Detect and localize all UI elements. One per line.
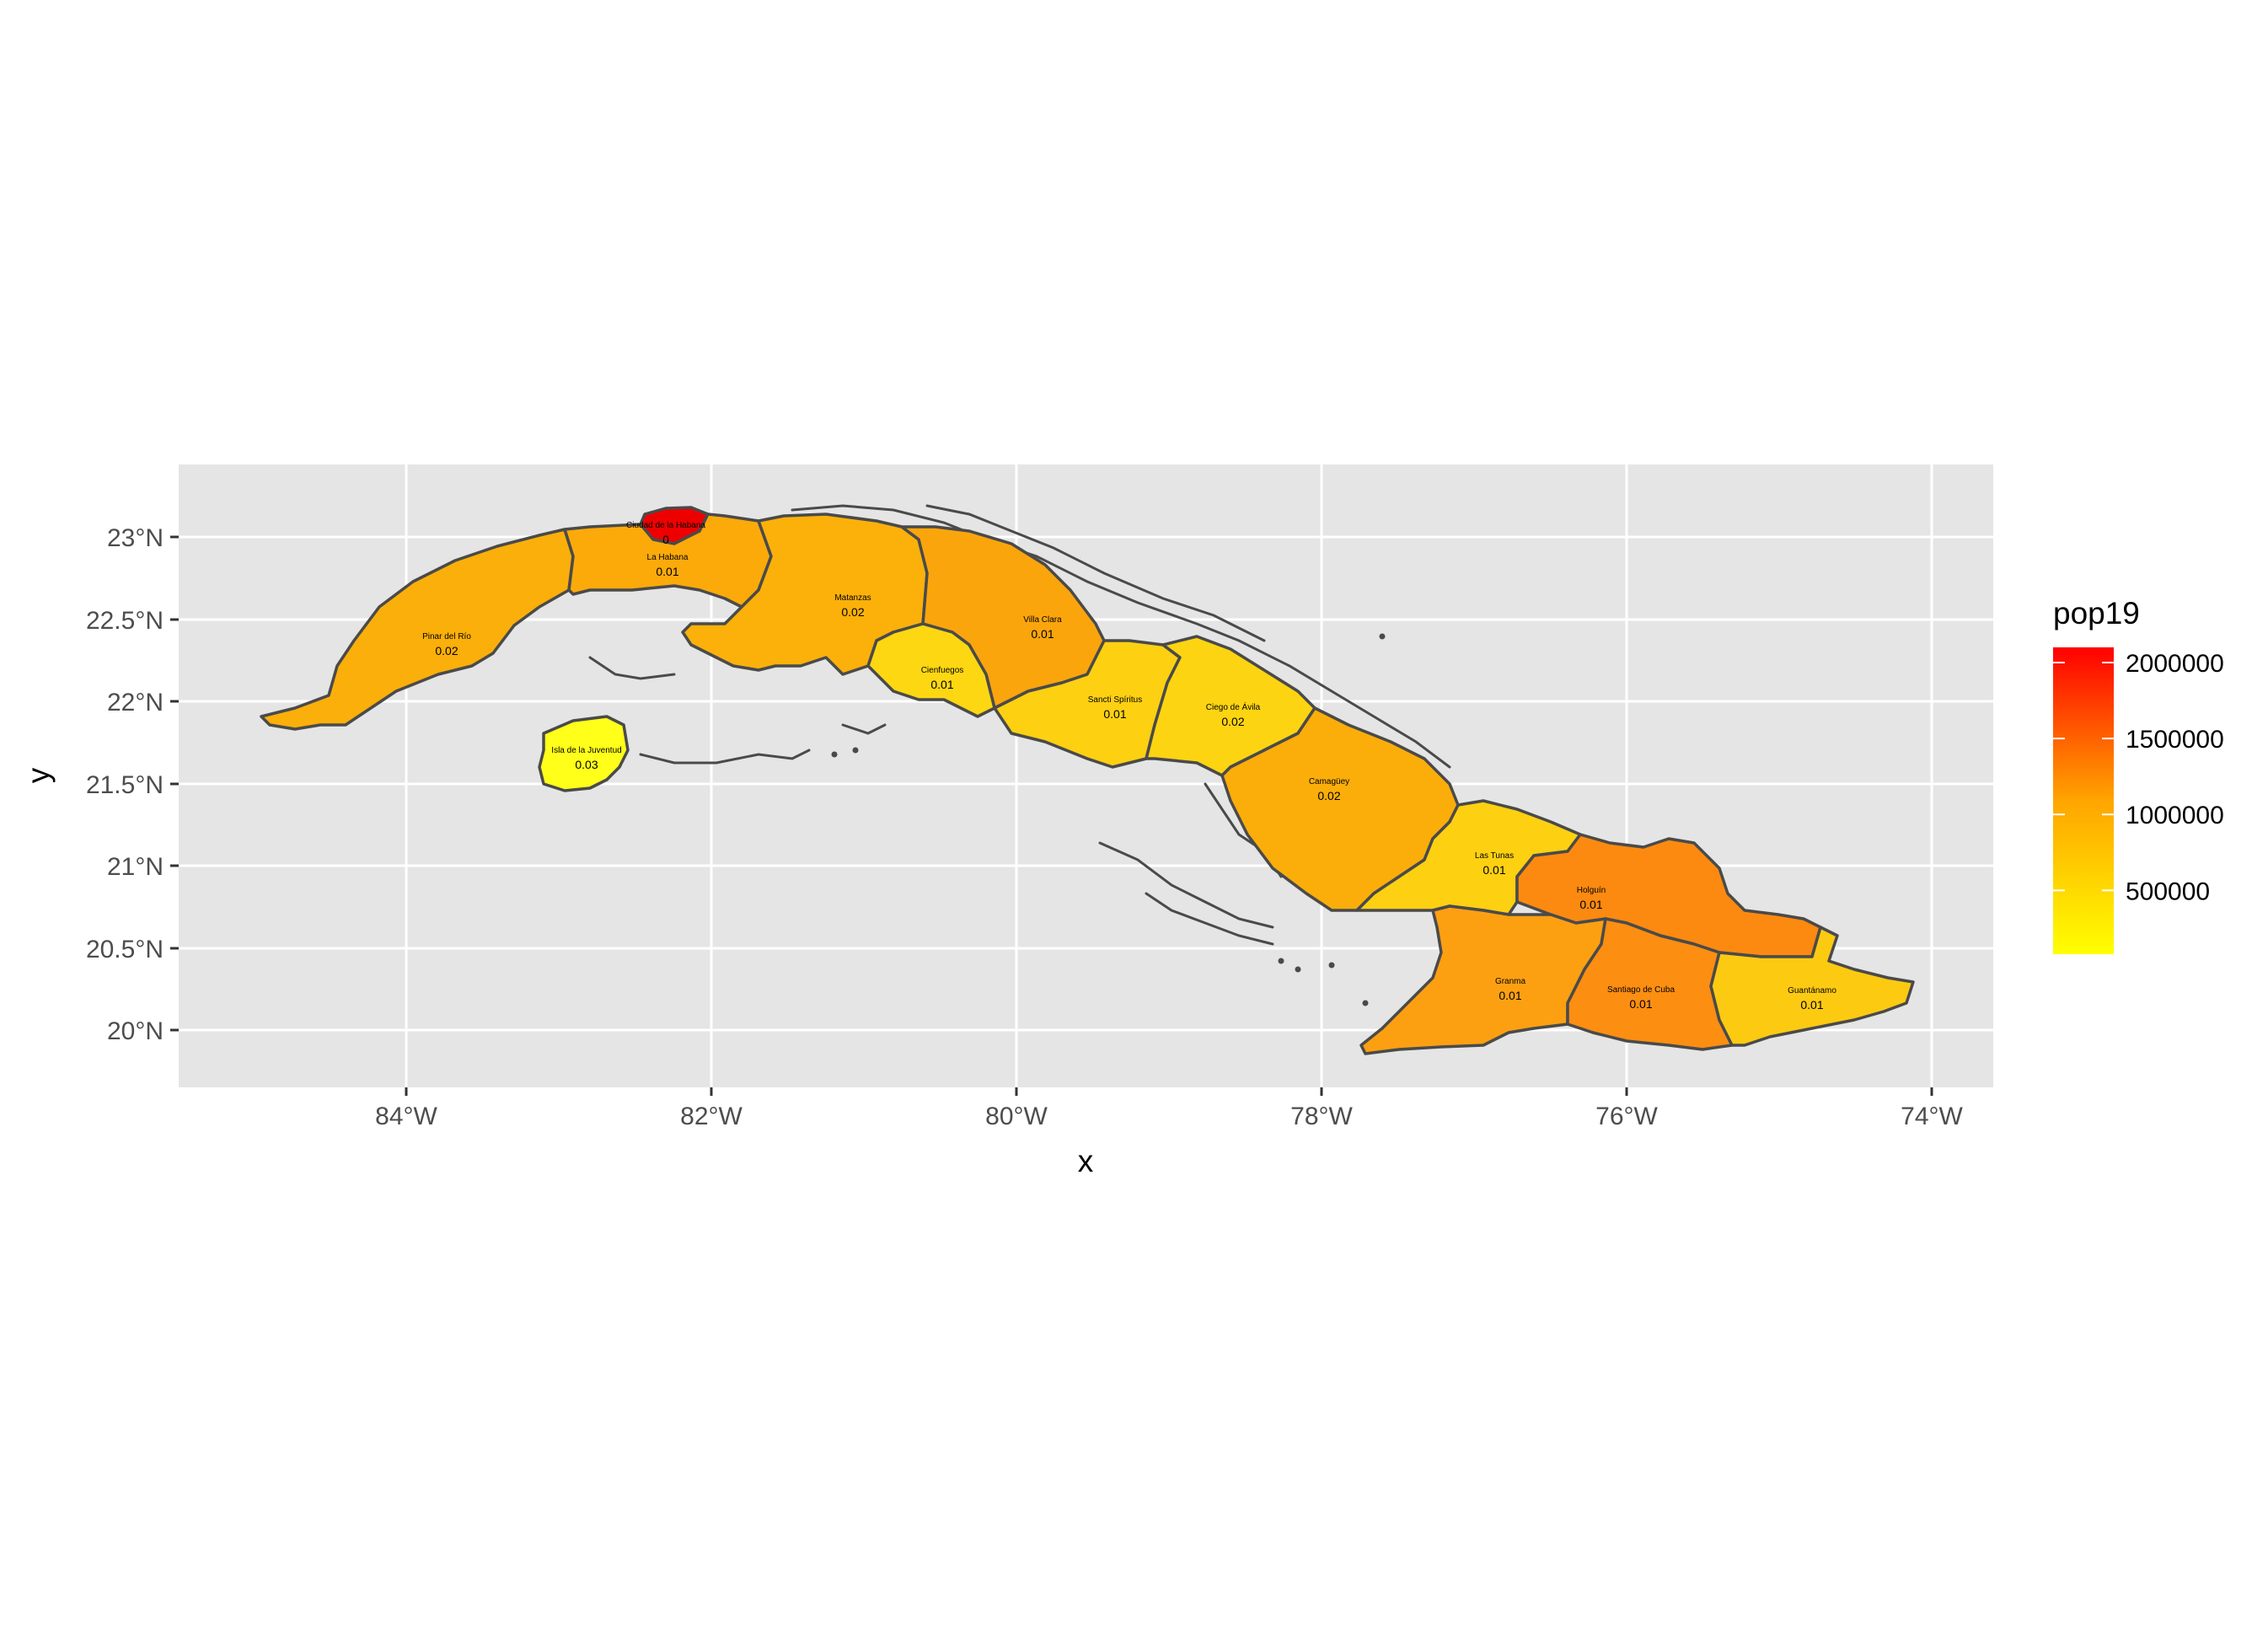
x-tick-label: 74°W	[1901, 1103, 1963, 1130]
province-granma[interactable]	[1359, 904, 1607, 1055]
x-tick-label: 82°W	[680, 1103, 743, 1130]
x-tick-label: 80°W	[985, 1103, 1048, 1130]
y-tick-label: 23°N	[107, 524, 164, 552]
region-name-label-sancti-spiritus: Sancti Spíritus	[1088, 695, 1142, 705]
x-tick-labels: 84°W 82°W 80°W 78°W 76°W 74°W	[375, 1103, 1963, 1130]
legend-title: pop19	[2053, 596, 2140, 631]
region-value-label-matanzas: 0.02	[841, 605, 864, 619]
region-value-label-sancti-spiritus: 0.01	[1103, 707, 1126, 721]
region-name-label-villa-clara: Villa Clara	[1023, 615, 1062, 625]
legend-tick-label: 1500000	[2126, 726, 2224, 754]
province-santiago-de-cuba[interactable]	[1566, 917, 1734, 1051]
cays-north-2	[925, 504, 1266, 642]
region-name-label-las-tunas: Las Tunas	[1475, 851, 1514, 861]
x-tick-label: 78°W	[1290, 1103, 1353, 1130]
cay	[1278, 958, 1284, 964]
legend: pop19 2000000 1500000 1000000 500000	[2053, 596, 2224, 954]
cay	[1328, 962, 1335, 969]
region-value-label-ciudad-de-la-habana: 0	[662, 533, 669, 546]
region-value-label-cienfuegos: 0.01	[930, 678, 953, 691]
region-name-label-ciego-de-avila: Ciego de Ávila	[1206, 701, 1261, 712]
legend-colorbar	[2053, 647, 2114, 954]
region-value-label-granma: 0.01	[1499, 989, 1521, 1002]
region-value-label-las-tunas: 0.01	[1483, 863, 1505, 877]
cay	[1379, 633, 1386, 640]
region-value-label-guantanamo: 0.01	[1800, 998, 1823, 1012]
region-name-label-matanzas: Matanzas	[834, 593, 871, 603]
y-tick-label: 22.5°N	[86, 607, 164, 635]
region-name-label-isla-de-la-juventud: Isla de la Juventud	[551, 746, 621, 755]
legend-tick-label: 1000000	[2126, 802, 2224, 829]
y-tick-label: 20.5°N	[86, 936, 164, 963]
legend-tick-label: 500000	[2126, 877, 2210, 905]
legend-ticks: 2000000 1500000 1000000 500000	[2053, 650, 2224, 905]
cays-south	[639, 749, 811, 765]
cay	[1295, 966, 1301, 973]
cay	[831, 751, 838, 758]
provinces	[260, 506, 1915, 1055]
region-name-label-la-habana: La Habana	[647, 553, 689, 562]
cays-south-west	[588, 656, 676, 680]
province-ciudad-de-la-habana[interactable]	[639, 506, 710, 545]
y-tick-label: 20°N	[107, 1017, 164, 1045]
province-isla-de-la-juventud[interactable]	[538, 715, 630, 792]
region-value-label-holguin: 0.01	[1579, 898, 1602, 911]
cays-zapata	[841, 723, 887, 735]
region-name-label-santiago-de-cuba: Santiago de Cuba	[1607, 985, 1676, 995]
cay	[852, 747, 859, 754]
x-axis-title: x	[1078, 1144, 1094, 1178]
y-tick-label: 21°N	[107, 853, 164, 881]
region-name-label-cienfuegos: Cienfuegos	[921, 666, 964, 675]
region-value-label-santiago-de-cuba: 0.01	[1629, 997, 1652, 1011]
legend-tick-label: 2000000	[2126, 650, 2224, 678]
y-tick-label: 22°N	[107, 689, 164, 716]
x-tick-label: 84°W	[375, 1103, 437, 1130]
region-value-label-ciego-de-avila: 0.02	[1221, 715, 1244, 728]
cays-jardines-2	[1145, 892, 1274, 946]
cay	[1362, 1000, 1369, 1006]
y-axis-title: y	[21, 767, 56, 783]
region-name-label-ciudad-de-la-habana: Ciudad de la Habana	[626, 521, 705, 530]
region-name-label-pinar-del-rio: Pinar del Río	[422, 632, 471, 641]
cays-jardines	[1098, 841, 1274, 929]
region-value-label-isla-de-la-juventud: 0.03	[575, 758, 598, 771]
y-tick-label: 21.5°N	[86, 771, 164, 799]
region-value-label-villa-clara: 0.01	[1031, 627, 1054, 641]
province-guantanamo[interactable]	[1709, 926, 1915, 1047]
region-value-label-la-habana: 0.01	[656, 565, 678, 578]
region-value-label-pinar-del-rio: 0.02	[435, 644, 458, 657]
region-name-label-guantanamo: Guantánamo	[1788, 986, 1836, 995]
region-labels: Pinar del Río 0.02 Ciudad de la Habana 0 La …	[422, 521, 1836, 1012]
axis-ticks	[170, 535, 1933, 1096]
region-value-label-camaguey: 0.02	[1317, 789, 1340, 802]
region-name-label-camaguey: Camagüey	[1309, 777, 1349, 786]
y-tick-labels: 23°N 22.5°N 22°N 21.5°N 21°N 20.5°N 20°N	[86, 524, 164, 1045]
region-name-label-holguin: Holguín	[1577, 886, 1606, 895]
region-name-label-granma: Granma	[1495, 977, 1526, 986]
x-tick-label: 76°W	[1595, 1103, 1658, 1130]
cays-north	[791, 504, 1451, 769]
